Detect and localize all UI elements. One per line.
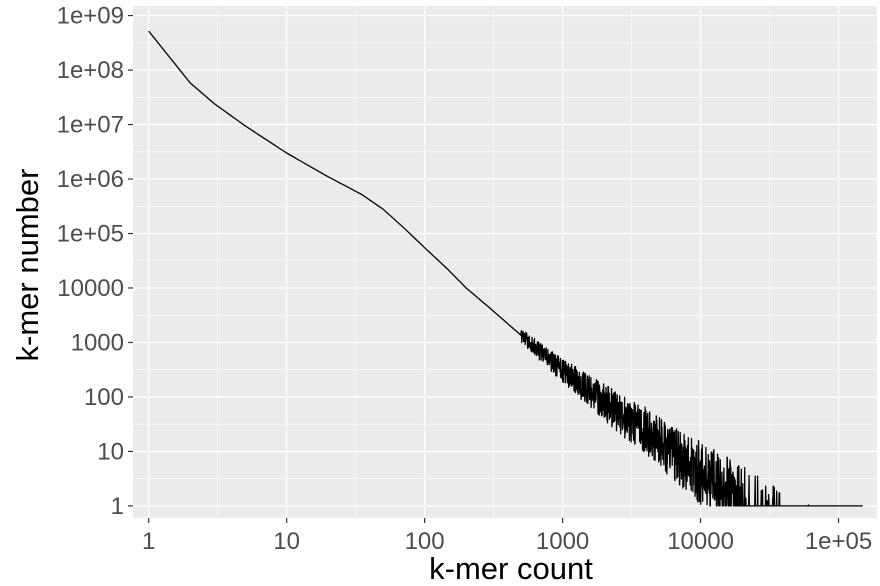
y-tick-label: 100 [84, 384, 124, 411]
y-tick-label: 10 [97, 438, 124, 465]
x-tick-label: 1000 [536, 528, 589, 555]
x-axis-title: k-mer count [429, 551, 593, 586]
series-line [148, 30, 864, 507]
y-tick-label: 1e+07 [57, 112, 124, 139]
y-tick-label: 1e+08 [57, 57, 124, 84]
y-tick-label: 10000 [57, 275, 124, 302]
minor-gridlines [133, 6, 877, 518]
x-tick-label: 10 [273, 528, 300, 555]
major-gridlines [133, 6, 877, 518]
x-tick-label: 10000 [667, 528, 734, 555]
y-tick-label: 1e+09 [57, 3, 124, 30]
x-tick-label: 1 [142, 528, 155, 555]
series-group [148, 30, 864, 507]
y-tick-label: 1 [111, 493, 124, 520]
y-tick-label: 1000 [71, 329, 124, 356]
x-axis: 1 10 100 1000 10000 1e+05 [142, 518, 872, 555]
y-axis: 1 10 100 1000 10000 1e+05 1e+06 1e+07 1e+08 1e+09 [57, 3, 133, 520]
y-tick-label: 1e+06 [57, 166, 124, 193]
y-tick-label: 1e+05 [57, 221, 124, 248]
x-tick-label: 1e+05 [805, 528, 872, 555]
plot-panel [133, 6, 877, 518]
y-axis-title: k-mer number [10, 169, 45, 362]
x-tick-label: 100 [405, 528, 445, 555]
